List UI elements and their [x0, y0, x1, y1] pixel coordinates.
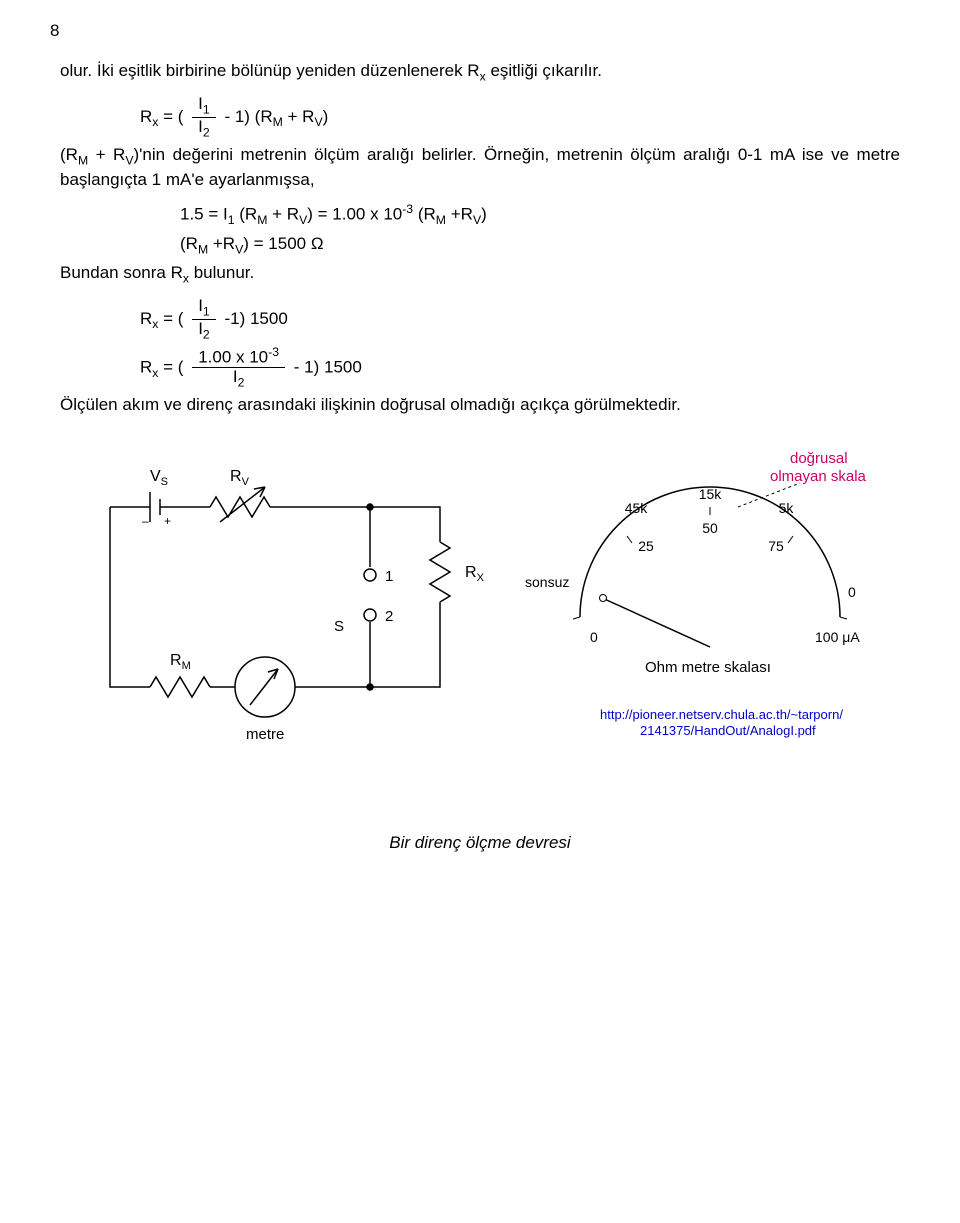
- terminal-2: 2: [385, 608, 393, 625]
- e2l2b: +R: [208, 234, 235, 253]
- p2as: M: [78, 153, 88, 167]
- hundred-microamp: 100 μA: [815, 629, 860, 645]
- e2l1d: ) = 1.00 x 10: [307, 205, 402, 224]
- scale-top-1: 15k: [699, 486, 723, 502]
- scale-bot-2: 75: [768, 538, 784, 554]
- e4a: R: [140, 357, 152, 376]
- eq-1: Rx = ( I1 I2 - 1) (RM + RV): [140, 95, 900, 140]
- eq1-frac: I1 I2: [192, 95, 216, 140]
- p3b: bulunur.: [189, 263, 254, 282]
- rv-label: RV: [230, 468, 250, 488]
- e4b: = (: [158, 357, 183, 376]
- e2l1c: + R: [267, 205, 299, 224]
- p3a: Bundan sonra R: [60, 263, 183, 282]
- eq1-rx-sub: x: [152, 115, 158, 129]
- e2l1a: 1.5 = I: [180, 205, 228, 224]
- e2l1b: (R: [235, 205, 258, 224]
- ohm-scale-label: Ohm metre skalası: [645, 659, 771, 676]
- e3c: -1) 1500: [224, 309, 287, 328]
- e2l1f: +R: [446, 205, 473, 224]
- figure-caption: Bir direnç ölçme devresi: [60, 832, 900, 855]
- e2l1-rv2: V: [473, 213, 481, 227]
- plus-label: +: [164, 514, 171, 528]
- e2l2-ohm: Ω: [311, 234, 324, 253]
- switch-s: S: [334, 618, 344, 635]
- eq-4: Rx = ( 1.00 x 10-3 I2 - 1) 1500: [140, 346, 900, 390]
- e3-i1: 1: [203, 304, 210, 318]
- eq-2-line2: (RM +RV) = 1500 Ω: [180, 233, 900, 258]
- p2c: )'nin değerini metrenin ölçüm aralığı be…: [60, 145, 900, 189]
- para1-a: olur. İki eşitlik birbirine bölünüp yeni…: [60, 61, 480, 80]
- eq1-i1: 1: [203, 102, 210, 116]
- meter-scale: 45k 15k 5k 25 50 75 sonsuz 0 0 100 μA Oh…: [525, 450, 867, 738]
- eq-3: Rx = ( I1 I2 -1) 1500: [140, 297, 900, 342]
- para-3: Bundan sonra Rx bulunur.: [60, 262, 900, 287]
- e2l2c: ) = 1500: [243, 234, 311, 253]
- e4-i2: 2: [238, 375, 245, 389]
- zero-right: 0: [848, 584, 856, 600]
- eq3-frac: I1 I2: [192, 297, 216, 342]
- minus-label: –: [142, 514, 149, 528]
- nonlinear-label-2: olmayan skala: [770, 468, 867, 485]
- terminal-1: 1: [385, 568, 393, 585]
- scale-top-2: 5k: [779, 500, 795, 516]
- sonsuz-label: sonsuz: [525, 574, 569, 590]
- para-1: olur. İki eşitlik birbirine bölünüp yeni…: [60, 60, 900, 85]
- para-4: Ölçülen akım ve direnç arasındaki ilişki…: [60, 394, 900, 417]
- e4exp: -3: [268, 345, 279, 359]
- eq1-rm: M: [273, 115, 283, 129]
- url-line-1: http://pioneer.netserv.chula.ac.th/~tarp…: [600, 707, 843, 722]
- e2l1-rm2: M: [436, 213, 446, 227]
- p2a: (R: [60, 145, 78, 164]
- rx-label: RX: [465, 564, 485, 584]
- page-number: 8: [50, 20, 59, 43]
- p2bs: V: [125, 153, 133, 167]
- e2l2-rm: M: [198, 242, 208, 256]
- vs-label: VS: [150, 468, 168, 488]
- para1-end: eşitliği çıkarılır.: [486, 61, 602, 80]
- eq1-i2: 2: [203, 125, 210, 139]
- eq-2-line1: 1.5 = I1 (RM + RV) = 1.00 x 10-3 (RM +RV…: [180, 201, 900, 229]
- nonlinear-label-1: doğrusal: [790, 450, 848, 467]
- e2l1-i1: 1: [228, 213, 235, 227]
- eq1-rv: V: [314, 115, 322, 129]
- e2l1-rm: M: [257, 213, 267, 227]
- zero-left: 0: [590, 629, 598, 645]
- metre-label: metre: [246, 726, 284, 743]
- eq4-frac: 1.00 x 10-3 I2: [192, 346, 285, 390]
- e2l1-exp: -3: [402, 202, 413, 216]
- p2b: + R: [88, 145, 125, 164]
- e3b: = (: [158, 309, 183, 328]
- scale-bot-0: 25: [638, 538, 654, 554]
- e2l1g: ): [481, 205, 487, 224]
- figure-circuit: VS – + RV RM RX 1 2 S metre 45k 15k 5k 2…: [60, 447, 900, 855]
- e2l2a: (R: [180, 234, 198, 253]
- scale-top-0: 45k: [625, 500, 649, 516]
- e4num: 1.00 x 10: [198, 347, 268, 366]
- rm-label: RM: [170, 652, 191, 672]
- para-2: (RM + RV)'nin değerini metrenin ölçüm ar…: [60, 144, 900, 192]
- e3-i2: 2: [203, 327, 210, 341]
- e4c: - 1) 1500: [294, 357, 362, 376]
- e3a: R: [140, 309, 152, 328]
- url-line-2: 2141375/HandOut/AnalogI.pdf: [640, 723, 816, 738]
- e2l1e: (R: [413, 205, 436, 224]
- scale-bot-1: 50: [702, 520, 718, 536]
